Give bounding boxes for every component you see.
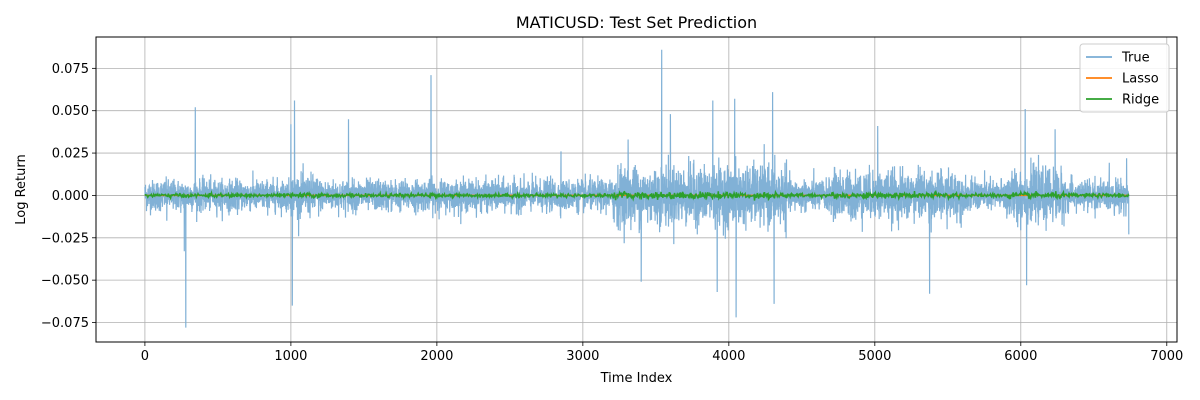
y-tick-label: −0.050 — [41, 274, 89, 289]
series-ridge-line — [144, 189, 1130, 202]
x-tick-label: 6000 — [1004, 349, 1037, 364]
y-tick-label: 0.025 — [52, 147, 89, 162]
y-tick-label: −0.025 — [41, 231, 89, 246]
y-tick-label: −0.075 — [41, 316, 89, 331]
legend: True Lasso Ridge — [1079, 43, 1170, 113]
x-tick-label: 3000 — [566, 349, 599, 364]
legend-box — [1079, 43, 1170, 113]
y-tick-label: 0.050 — [52, 104, 89, 119]
x-axis: 0 1000 2000 3000 4000 5000 6000 7000 — [141, 342, 1183, 364]
x-tick-label: 1000 — [274, 349, 307, 364]
x-tick-label: 7000 — [1150, 349, 1183, 364]
y-axis: −0.075 −0.050 −0.025 0.000 0.025 0.050 0.075 — [41, 62, 96, 331]
x-tick-label: 0 — [141, 349, 149, 364]
axes-frame — [95, 36, 1178, 343]
plot-area — [144, 49, 1130, 328]
x-axis-label: Time Index — [600, 371, 673, 386]
legend-label-true: True — [1121, 51, 1150, 66]
x-tick-label: 5000 — [858, 349, 891, 364]
series-true-line — [144, 49, 1130, 328]
legend-label-lasso: Lasso — [1122, 72, 1159, 87]
legend-label-ridge: Ridge — [1122, 93, 1159, 108]
x-tick-label: 4000 — [712, 349, 745, 364]
x-tick-label: 2000 — [420, 349, 453, 364]
y-tick-label: 0.075 — [52, 62, 89, 77]
y-tick-label: 0.000 — [52, 189, 89, 204]
chart-title: MATICUSD: Test Set Prediction — [516, 13, 757, 32]
y-axis-label: Log Return — [14, 154, 29, 225]
